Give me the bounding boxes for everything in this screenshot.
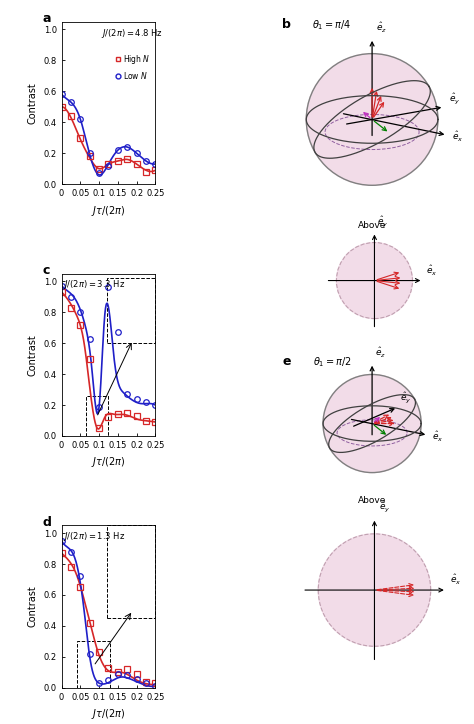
Y-axis label: Contrast: Contrast [28, 82, 38, 124]
X-axis label: $J\tau/(2\pi)$: $J\tau/(2\pi)$ [91, 707, 126, 721]
Text: $\hat{e}_z$: $\hat{e}_z$ [376, 21, 387, 35]
Text: $J/(2\pi) = 1.3$ Hz: $J/(2\pi) = 1.3$ Hz [64, 530, 126, 543]
Text: c: c [43, 264, 50, 277]
Text: $\theta_1 = \pi/4$: $\theta_1 = \pi/4$ [312, 18, 351, 32]
Circle shape [323, 374, 421, 473]
Text: $\hat{e}_x$: $\hat{e}_x$ [426, 264, 438, 278]
Circle shape [318, 534, 431, 647]
Circle shape [337, 243, 412, 319]
Bar [107, 278, 155, 343]
Text: $\theta_1 = \pi/2$: $\theta_1 = \pi/2$ [312, 355, 351, 369]
Bar [86, 396, 109, 439]
Text: $\hat{e}_y$: $\hat{e}_y$ [400, 390, 411, 405]
Text: Above: Above [358, 221, 386, 230]
Text: $\hat{e}_x$: $\hat{e}_x$ [452, 130, 464, 144]
Y-axis label: Contrast: Contrast [28, 334, 38, 376]
Text: $J/(2\pi) = 4.8$ Hz: $J/(2\pi) = 4.8$ Hz [101, 27, 163, 40]
Text: e: e [282, 355, 291, 368]
Text: $\hat{e}_x$: $\hat{e}_x$ [450, 573, 462, 587]
Text: $\hat{e}_y$: $\hat{e}_y$ [448, 91, 460, 106]
Text: $J/(2\pi) = 3.3$ Hz: $J/(2\pi) = 3.3$ Hz [64, 279, 126, 291]
Bar [77, 641, 110, 691]
X-axis label: $J\tau/(2\pi)$: $J\tau/(2\pi)$ [91, 455, 126, 469]
Circle shape [306, 54, 438, 185]
X-axis label: $J\tau/(2\pi)$: $J\tau/(2\pi)$ [91, 203, 126, 218]
Text: $\hat{e}_z$: $\hat{e}_z$ [375, 346, 386, 361]
Text: a: a [43, 12, 51, 25]
Y-axis label: Contrast: Contrast [28, 586, 38, 628]
Text: b: b [282, 18, 291, 31]
Text: $\hat{e}_x$: $\hat{e}_x$ [432, 429, 443, 444]
Legend: High $N$, Low $N$: High $N$, Low $N$ [111, 50, 154, 84]
Text: Above: Above [358, 496, 386, 505]
Text: $\hat{e}_y$: $\hat{e}_y$ [377, 214, 389, 229]
Text: d: d [43, 515, 52, 529]
Text: $\hat{e}_y$: $\hat{e}_y$ [379, 500, 390, 514]
Bar [107, 526, 155, 618]
